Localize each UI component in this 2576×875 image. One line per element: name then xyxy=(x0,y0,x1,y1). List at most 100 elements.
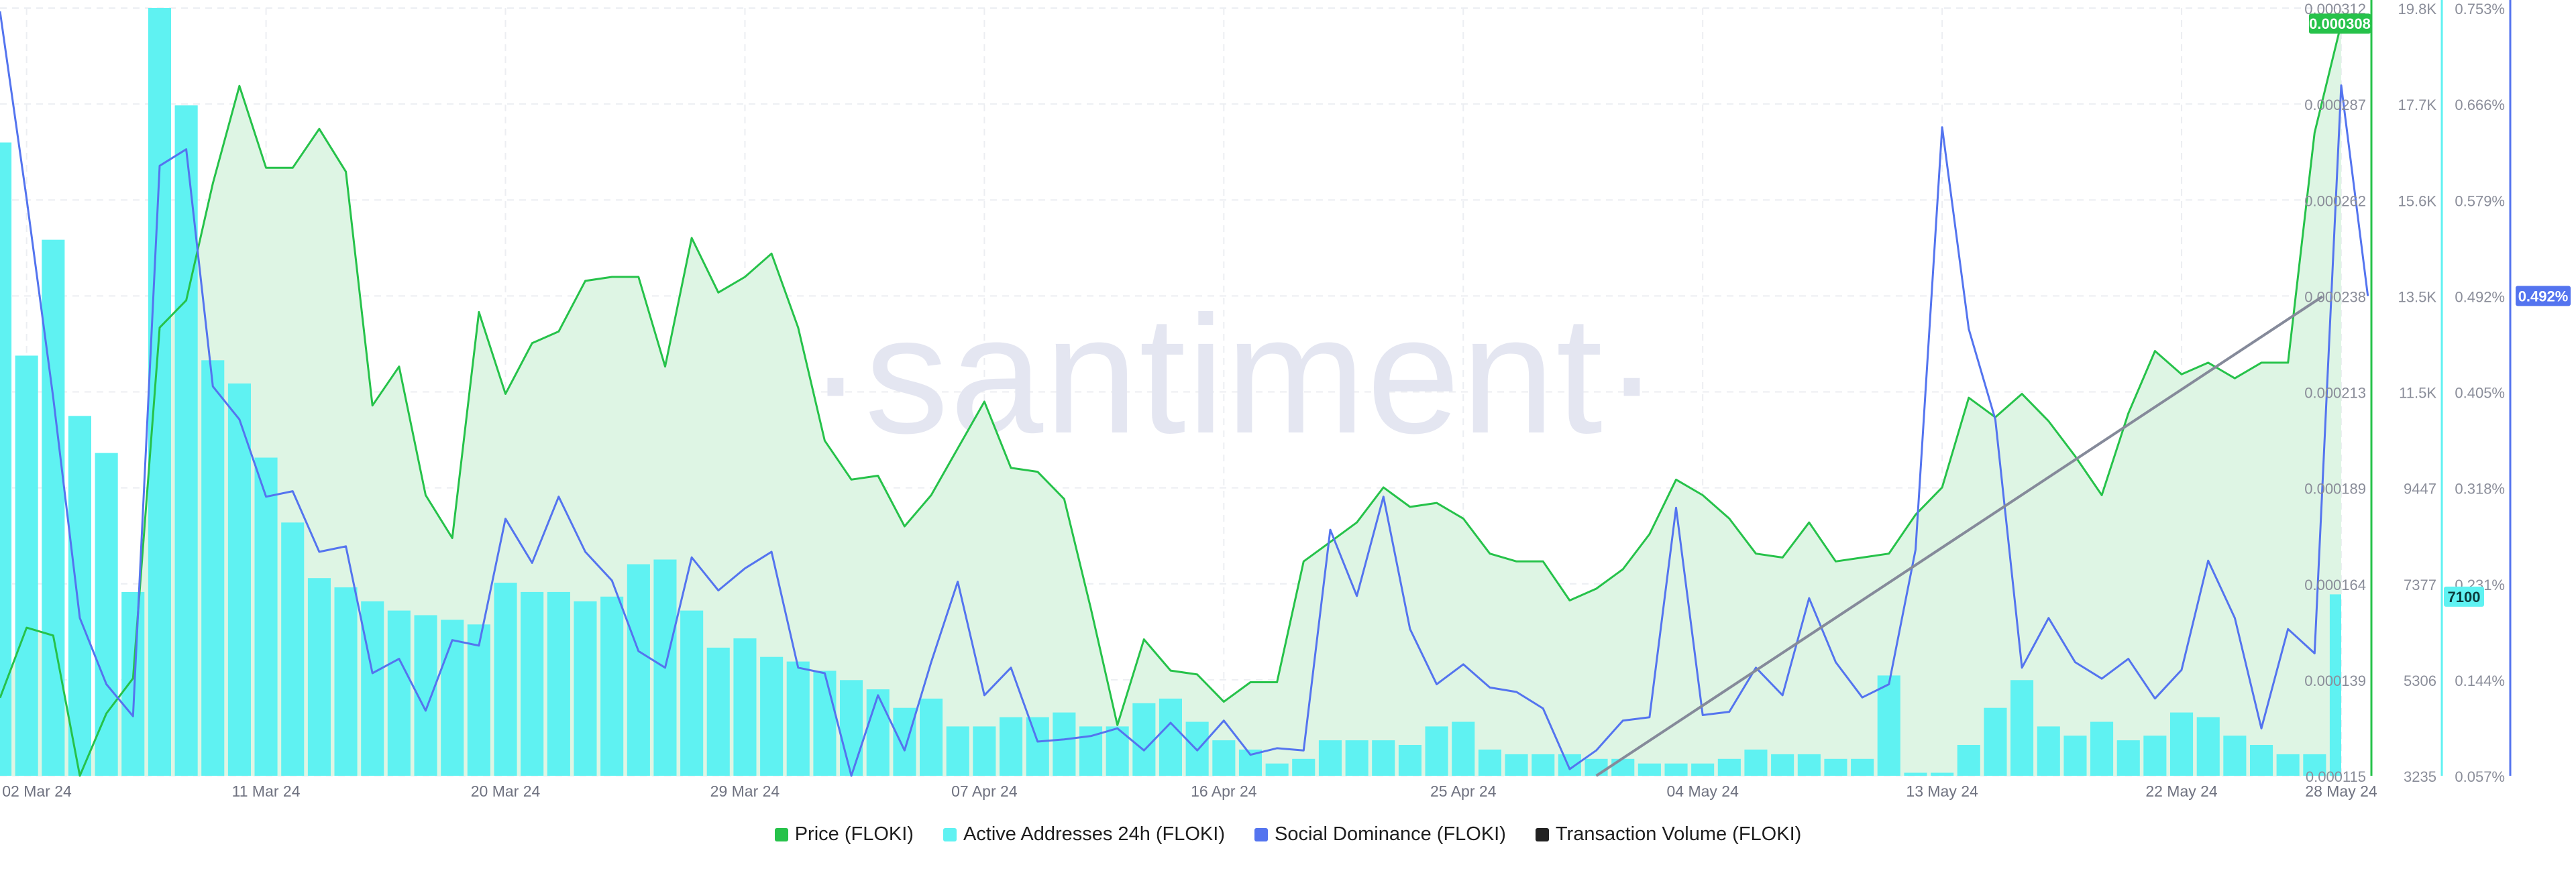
active-addresses-current-badge: 7100 xyxy=(2448,589,2481,605)
active-addresses-bar xyxy=(1532,754,1555,776)
active-addresses-bar xyxy=(1026,717,1049,776)
active-addresses-bar xyxy=(2276,754,2300,776)
active-addresses-bar xyxy=(334,587,358,776)
active-addresses-bar xyxy=(2250,745,2273,776)
social_dominance-tick-label: 0.666% xyxy=(2455,97,2505,113)
legend-label: Transaction Volume (FLOKI) xyxy=(1555,823,1802,845)
active-addresses-bar xyxy=(893,707,916,776)
active-addresses-bar xyxy=(1053,712,1076,776)
active-addresses-bar xyxy=(1318,740,1342,776)
social_dominance-tick-label: 0.492% xyxy=(2455,288,2505,305)
active-addresses-bar xyxy=(494,583,517,776)
x-tick-label: 20 Mar 24 xyxy=(471,782,541,800)
active_addresses-tick-label: 7377 xyxy=(2404,577,2436,593)
active-addresses-bar xyxy=(706,647,730,776)
active-addresses-bar xyxy=(1611,758,1635,776)
legend-label: Social Dominance (FLOKI) xyxy=(1275,823,1506,845)
active-addresses-bar xyxy=(1372,740,1395,776)
legend-label: Active Addresses 24h (FLOKI) xyxy=(963,823,1225,845)
legend-swatch xyxy=(943,827,957,841)
active-addresses-bar xyxy=(361,601,384,776)
x-tick-label: 07 Apr 24 xyxy=(951,782,1018,800)
active-addresses-bar xyxy=(121,591,145,776)
social_dominance-tick-label: 0.753% xyxy=(2455,1,2505,17)
legend-swatch xyxy=(1535,827,1549,841)
x-tick-label: 28 May 24 xyxy=(2305,782,2377,800)
active_addresses-tick-label: 13.5K xyxy=(2398,288,2437,305)
active-addresses-bar xyxy=(840,680,863,776)
social_dominance-tick-label: 0.057% xyxy=(2455,768,2505,785)
price-tick-label: 0.000115 xyxy=(2306,768,2366,785)
active-addresses-bar xyxy=(467,624,490,776)
active-addresses-bar xyxy=(1265,763,1289,776)
x-tick-label: 16 Apr 24 xyxy=(1191,782,1257,800)
price-area-layer xyxy=(0,23,2341,776)
active-addresses-bar xyxy=(2303,754,2326,776)
price-line xyxy=(0,23,2343,777)
active-addresses-bar xyxy=(2170,712,2194,776)
active_addresses-tick-label: 5306 xyxy=(2404,673,2436,689)
price-tick-label: 0.000139 xyxy=(2304,673,2366,689)
active-addresses-bar xyxy=(1877,675,1900,776)
active-addresses-bar xyxy=(2037,726,2060,776)
active-addresses-bar xyxy=(2196,717,2220,776)
active-addresses-bar xyxy=(307,578,331,776)
active-addresses-bar xyxy=(1398,745,1421,776)
active_addresses-tick-label: 15.6K xyxy=(2398,192,2437,209)
active-addresses-bar xyxy=(2090,721,2114,776)
price-tick-label: 0.000164 xyxy=(2304,577,2366,593)
active-addresses-bar xyxy=(2329,594,2341,776)
active-addresses-bar xyxy=(1851,758,1874,776)
active-addresses-bar xyxy=(547,591,570,776)
active-addresses-bar xyxy=(1744,749,1768,776)
active-addresses-bar xyxy=(574,601,597,776)
legend-label: Price (FLOKI) xyxy=(794,823,914,845)
active-addresses-bar xyxy=(1904,772,1927,776)
active-addresses-bar xyxy=(1478,749,1501,776)
legend-item[interactable]: Transaction Volume (FLOKI) xyxy=(1535,823,1802,845)
active-addresses-bar xyxy=(786,661,810,776)
legend-item[interactable]: Active Addresses 24h (FLOKI) xyxy=(943,823,1225,845)
santiment-watermark: ·santiment· xyxy=(808,281,1661,468)
active-addresses-bar xyxy=(1931,772,1954,776)
x-tick-label: 25 Apr 24 xyxy=(1430,782,1497,800)
active-addresses-bar xyxy=(1771,754,1794,776)
labels-layer: 0.000308 7100 0.492% xyxy=(2309,13,2571,607)
legend-item[interactable]: Social Dominance (FLOKI) xyxy=(1254,823,1506,845)
x-tick-label: 04 May 24 xyxy=(1666,782,1739,800)
active-addresses-bar xyxy=(254,457,278,776)
active-addresses-bar xyxy=(1185,721,1209,776)
active-addresses-bar xyxy=(521,591,544,776)
price-tick-label: 0.000262 xyxy=(2304,192,2366,209)
active-addresses-bar xyxy=(1984,707,2007,776)
active_addresses-tick-label: 17.7K xyxy=(2398,97,2437,113)
price-tick-label: 0.000238 xyxy=(2304,288,2366,305)
active-addresses-bar xyxy=(2223,736,2247,776)
active-addresses-bar xyxy=(1452,721,1475,776)
active-addresses-bar xyxy=(2063,736,2087,776)
active-addresses-bar xyxy=(2143,736,2167,776)
x-tick-label: 22 May 24 xyxy=(2145,782,2218,800)
legend-item[interactable]: Price (FLOKI) xyxy=(774,823,914,845)
active_addresses-tick-label: 3235 xyxy=(2404,768,2436,785)
legend-swatch xyxy=(774,827,788,841)
active_addresses-tick-label: 19.8K xyxy=(2398,1,2437,17)
active-addresses-bar xyxy=(813,670,837,776)
active-addresses-bar xyxy=(1505,754,1528,776)
social-dominance-current-badge: 0.492% xyxy=(2518,288,2569,304)
active-addresses-current-badge-bg xyxy=(2444,586,2484,607)
price-tick-label: 0.000189 xyxy=(2304,481,2366,498)
active-addresses-bar xyxy=(627,564,650,776)
active-addresses-bar xyxy=(1585,758,1608,776)
price-current-badge-bg xyxy=(2309,13,2371,34)
lines-layer xyxy=(0,11,2369,777)
price-area xyxy=(0,23,2341,776)
active-addresses-bar xyxy=(1132,703,1156,776)
active-addresses-bar xyxy=(174,105,198,776)
chart-legend: Price (FLOKI) Active Addresses 24h (FLOKI… xyxy=(0,823,2576,845)
active-addresses-bar xyxy=(201,360,225,776)
active-addresses-bar xyxy=(441,620,464,776)
social_dominance-tick-label: 0.405% xyxy=(2455,385,2505,402)
active-addresses-bars xyxy=(0,8,2341,776)
